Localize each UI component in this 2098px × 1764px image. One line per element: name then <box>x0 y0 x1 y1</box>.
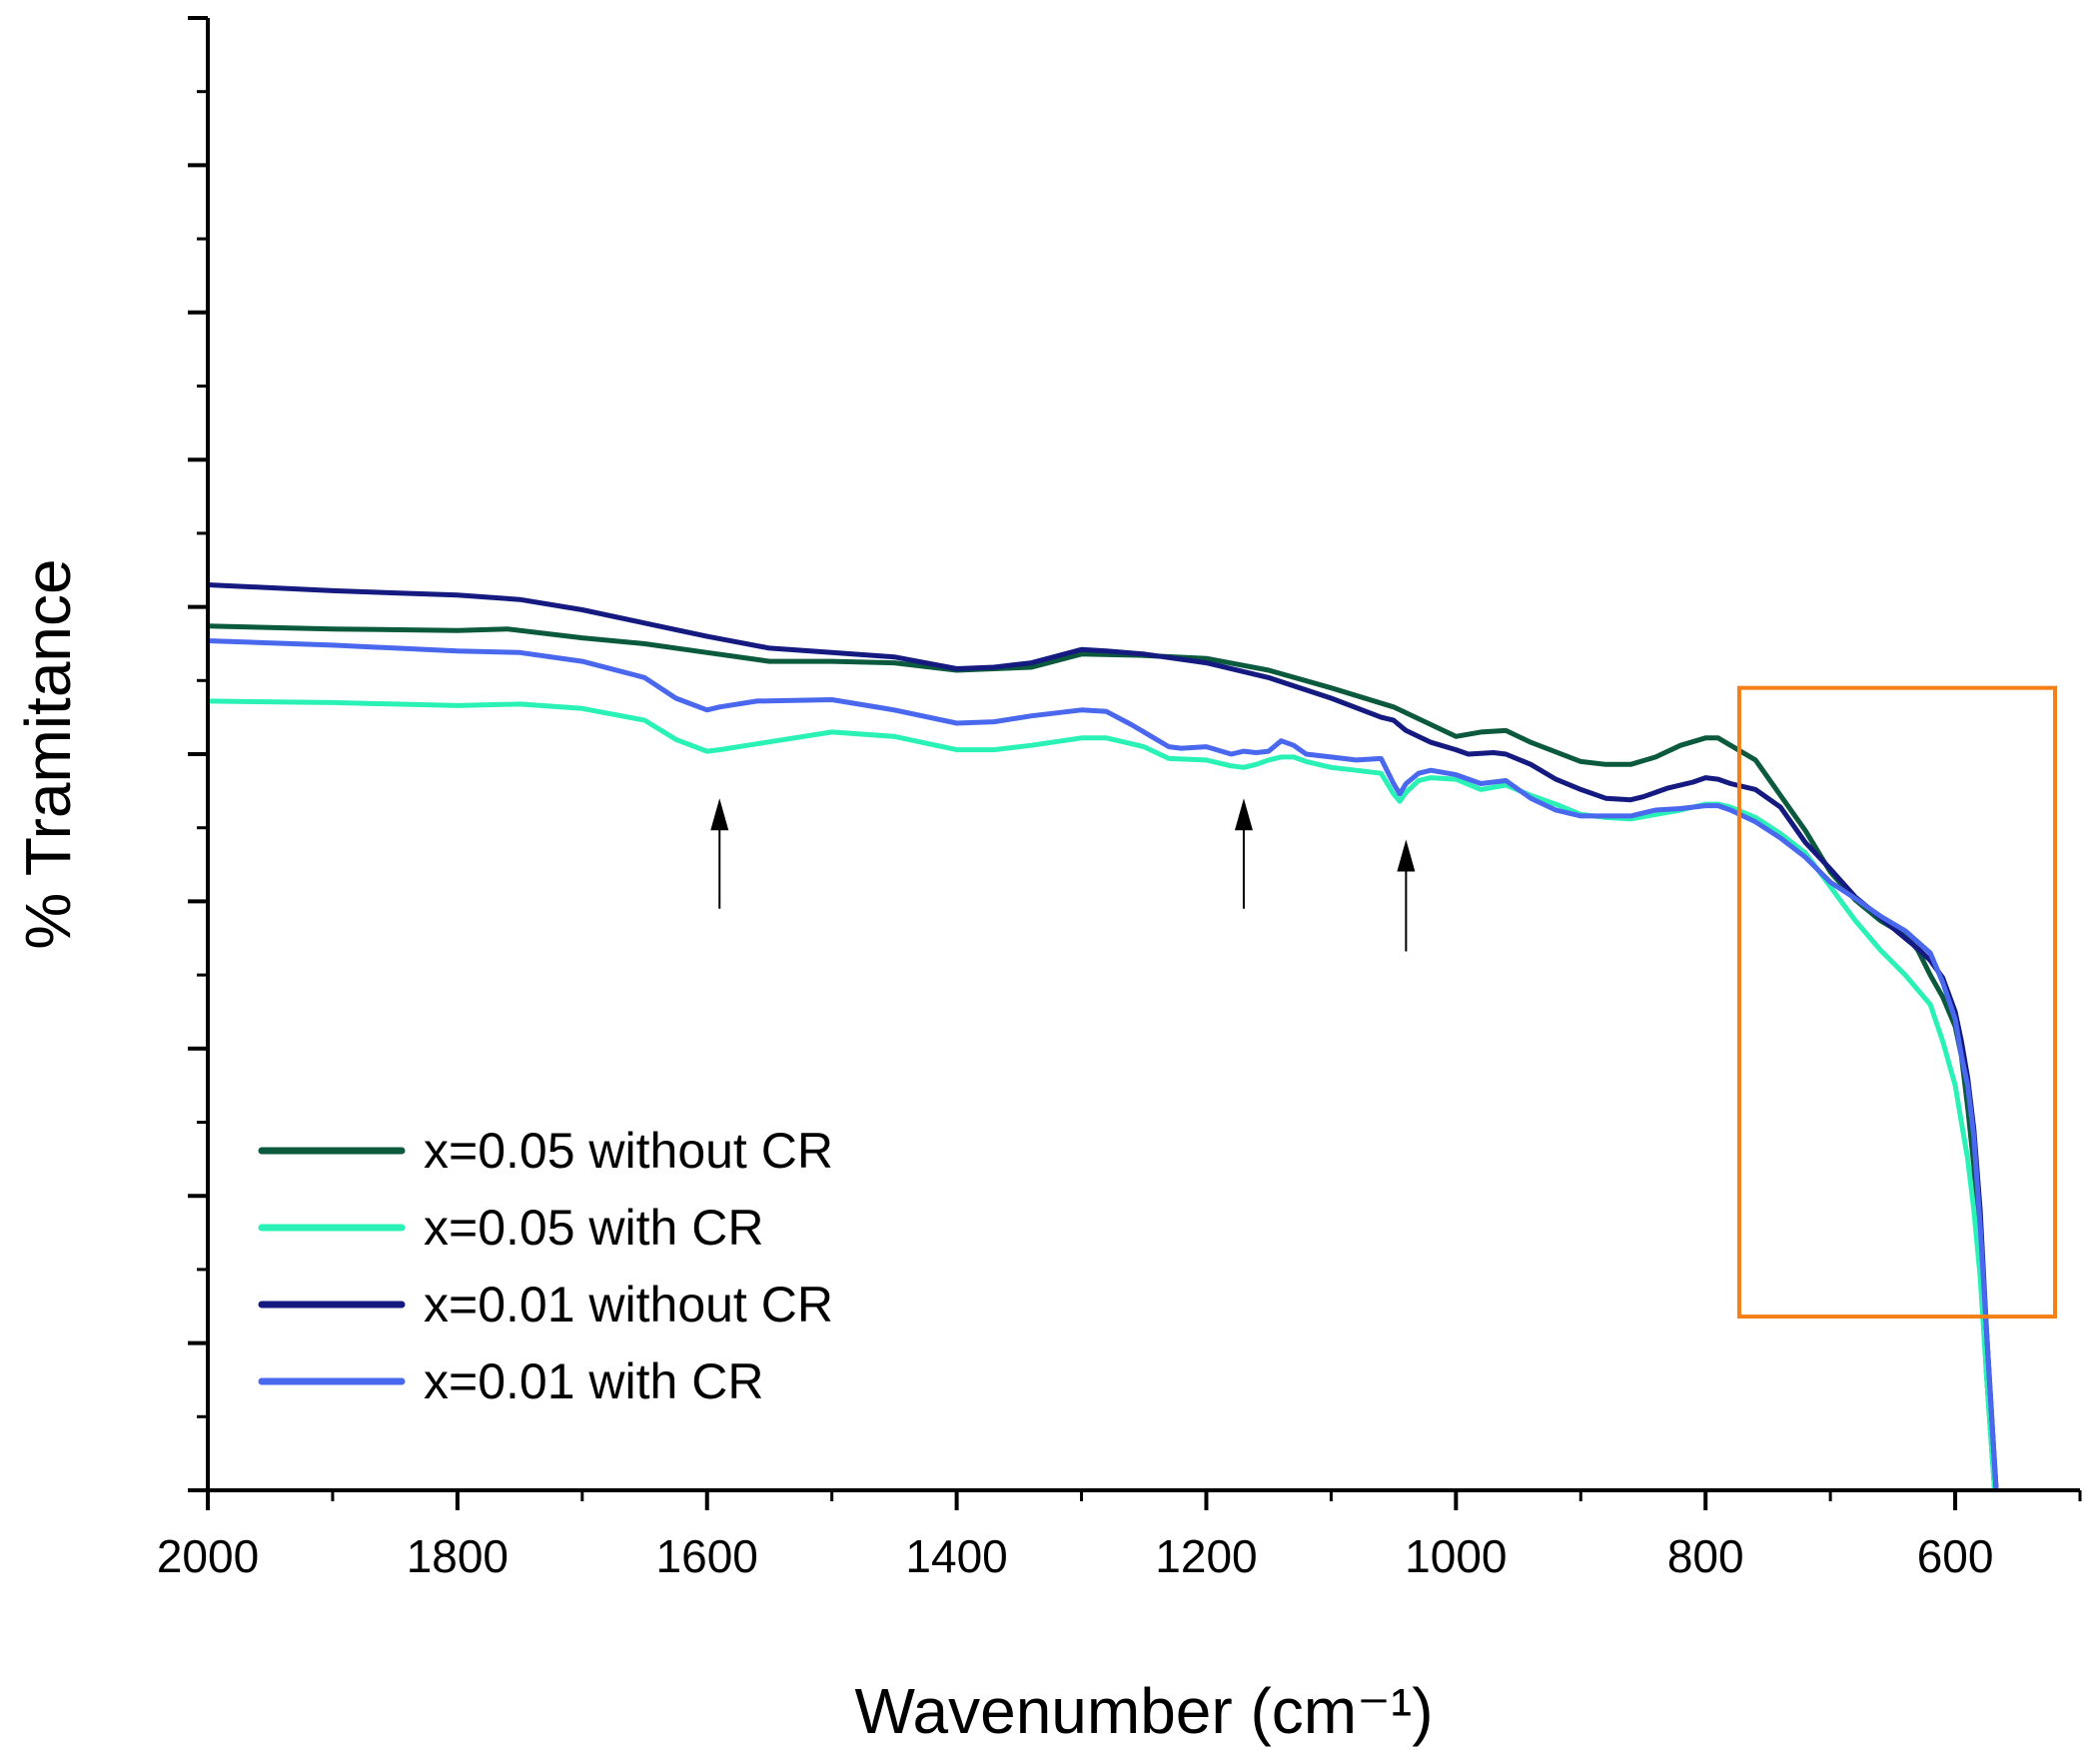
legend-label: x=0.01 without CR <box>424 1277 833 1332</box>
legend-label: x=0.01 with CR <box>424 1353 763 1409</box>
series-line-3 <box>208 582 1999 1490</box>
y-axis-title: % Tramitance <box>12 558 84 949</box>
x-tick-label: 1200 <box>1155 1530 1257 1582</box>
legend: x=0.05 without CR x=0.05 with CR x=0.01 wi… <box>258 1123 833 1409</box>
x-tick-label: 1000 <box>1405 1530 1507 1582</box>
legend-label: x=0.05 without CR <box>424 1123 833 1179</box>
x-tick-label: 1600 <box>656 1530 758 1582</box>
series-line-4 <box>208 638 1999 1490</box>
series-line-2 <box>208 698 1998 1490</box>
ticks: 2000 1800 1600 1400 1200 1000 800 600 <box>157 16 2082 1582</box>
x-tick-label: 600 <box>1917 1530 1994 1582</box>
series-layer <box>208 582 1999 1490</box>
x-tick-label: 2000 <box>157 1530 259 1582</box>
annotation-arrow-head <box>1397 839 1416 872</box>
annotation-arrow-head <box>1234 798 1253 831</box>
highlight-box <box>1736 685 2058 1320</box>
x-axis-title: Wavenumber (cm⁻¹) <box>854 1675 1433 1747</box>
legend-label: x=0.05 with CR <box>424 1200 763 1256</box>
x-tick-label: 1800 <box>407 1530 509 1582</box>
axes <box>206 18 2080 1492</box>
x-tick-label: 800 <box>1667 1530 1744 1582</box>
annotation-arrow-head <box>710 798 729 831</box>
annotation-layer <box>710 685 2058 1320</box>
x-tick-label: 1400 <box>905 1530 1007 1582</box>
